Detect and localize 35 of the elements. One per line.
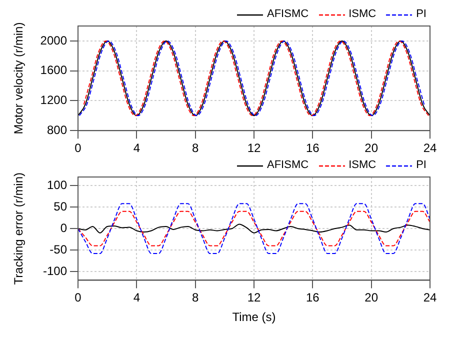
x-tick-label: 8 [192,290,199,305]
legend-label: PI [416,159,426,172]
y-tick-label: -100 [42,264,68,278]
x-tick-label: 4 [133,290,140,305]
y-axis-title: Tracking error (r/min) [12,172,26,285]
y-axis-title: Motor velocity (r/min) [12,22,26,134]
y-tick-label: 800 [46,122,68,137]
x-tick-label: 16 [306,290,320,305]
x-tick-label: 12 [247,141,261,156]
x-tick-label: 16 [306,141,320,156]
y-tick-label: 100 [46,178,68,192]
y-tick-label: 50 [54,199,68,214]
y-tick-label: 2000 [40,33,68,48]
x-tick-label: 20 [364,290,378,305]
x-tick-label: 0 [74,290,82,305]
legend-label: ISMC [348,8,376,21]
x-tick-label: 24 [423,290,437,305]
x-tick-label: 20 [364,141,378,156]
line-series [78,210,430,246]
legend-label: PI [416,8,426,21]
y-tick-label: 1200 [40,93,68,108]
y-tick-label: 0 [60,220,68,235]
line-series [78,224,430,234]
legend-label: AFISMC [267,8,309,21]
x-tick-label: 12 [247,290,261,305]
x-tick-label: 0 [74,141,82,156]
y-tick-label: -50 [50,242,68,256]
x-tick-label: 8 [192,141,199,156]
x-axis-title: Time (s) [232,310,276,324]
y-tick-label: 1600 [40,63,68,78]
x-tick-label: 24 [423,141,437,156]
legend-label: ISMC [348,159,376,172]
x-tick-label: 4 [133,141,140,156]
legend-label: AFISMC [267,159,309,172]
line-series [78,203,430,254]
